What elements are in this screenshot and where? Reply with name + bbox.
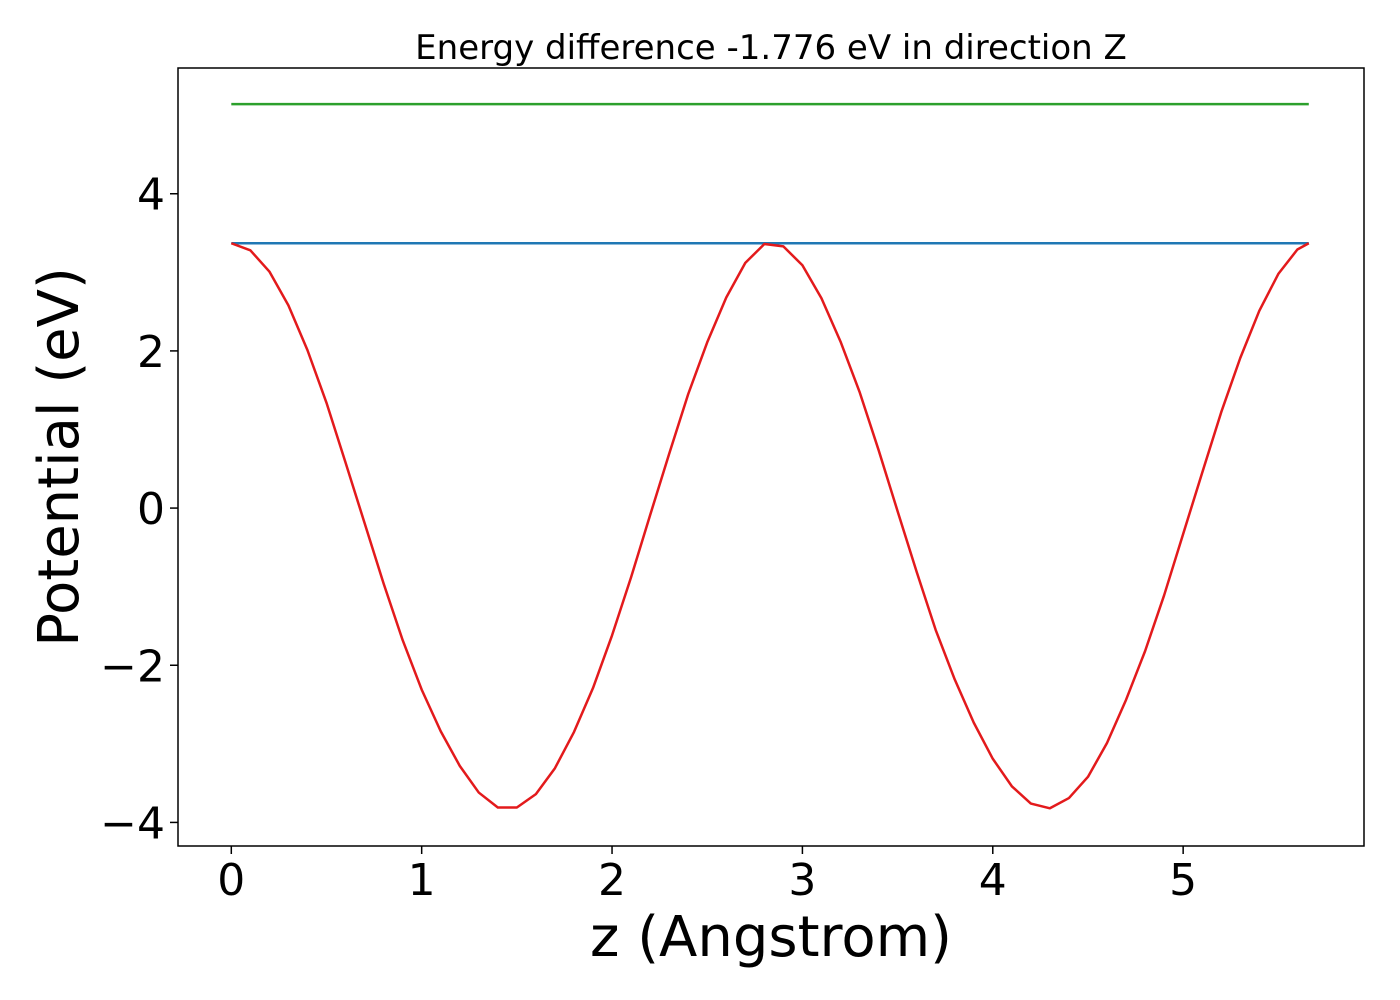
x-tick-label: 0	[217, 855, 245, 906]
plot-lines	[230, 102, 1310, 810]
x-tick-label: 5	[1169, 855, 1197, 906]
x-tick-label: 2	[598, 855, 626, 906]
series-line-2	[230, 242, 1310, 810]
y-tick-label: −4	[100, 798, 165, 849]
x-axis-label: z (Angstrom)	[590, 905, 952, 970]
y-tick-label: −2	[100, 641, 165, 692]
y-tick-label: 2	[137, 327, 165, 378]
y-tick-label: 0	[137, 484, 165, 535]
y-axis-label: Potential (eV)	[27, 267, 92, 647]
plot-frame	[177, 67, 1365, 847]
x-tick-label: 1	[408, 855, 436, 906]
y-tick-label: 4	[137, 170, 165, 221]
chart-title: Energy difference -1.776 eV in direction…	[415, 28, 1127, 68]
x-tick-label: 3	[788, 855, 816, 906]
x-axis-ticks: 0 1 2 3 4 5	[217, 846, 1197, 906]
y-axis-ticks: −4 −2 0 2 4	[100, 170, 178, 849]
x-tick-label: 4	[979, 855, 1007, 906]
